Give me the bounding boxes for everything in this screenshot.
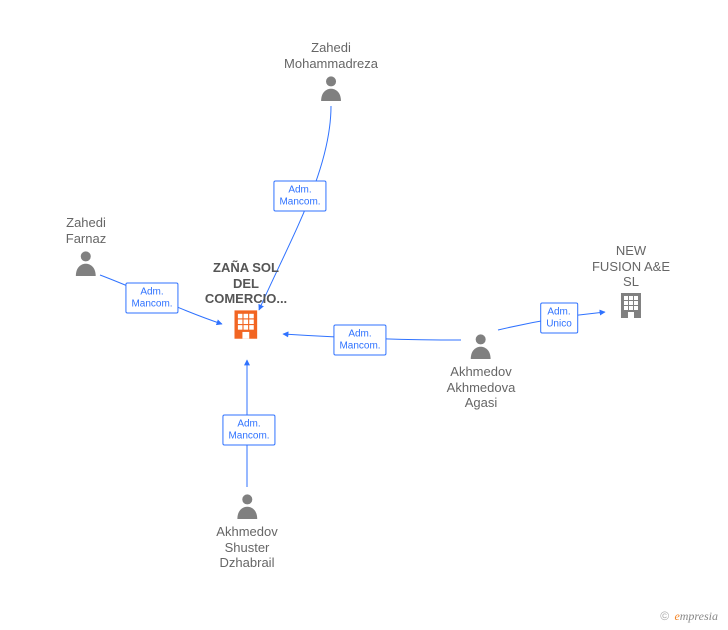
person-icon (447, 329, 516, 364)
edge-label-2: Adm. Mancom. (333, 325, 386, 356)
node-label: NEW FUSION A&E SL (592, 243, 670, 290)
node-zahedi_m[interactable]: Zahedi Mohammadreza (284, 40, 378, 106)
node-label: Akhmedov Shuster Dzhabrail (216, 524, 277, 571)
node-label: ZAÑA SOL DEL COMERCIO... (205, 260, 287, 307)
person-icon (66, 246, 106, 281)
diagram-canvas: ZAÑA SOL DEL COMERCIO... Zahedi Mohammadr… (0, 0, 728, 630)
building-icon (616, 290, 646, 320)
person-icon (216, 489, 277, 524)
node-label: Zahedi Farnaz (66, 215, 106, 246)
copyright-symbol: © (660, 609, 669, 623)
edge-label-1: Adm. Mancom. (125, 283, 178, 314)
building-icon (229, 307, 263, 341)
person-icon (233, 491, 261, 519)
edge-label-3: Adm. Mancom. (222, 415, 275, 446)
node-akhmedov_s[interactable]: Akhmedov Shuster Dzhabrail (216, 489, 277, 571)
brand-rest: mpresia (680, 609, 718, 623)
node-new_fusion[interactable]: NEW FUSION A&E SL (592, 243, 670, 325)
node-label: Akhmedov Akhmedova Agasi (447, 364, 516, 411)
node-akhmedov_a[interactable]: Akhmedov Akhmedova Agasi (447, 329, 516, 411)
node-zahedi_f[interactable]: Zahedi Farnaz (66, 215, 106, 281)
edge-label-0: Adm. Mancom. (273, 181, 326, 212)
person-icon (317, 73, 345, 101)
person-icon (72, 248, 100, 276)
edge-label-4: Adm. Unico (540, 303, 578, 334)
person-icon (284, 71, 378, 106)
person-icon (467, 331, 495, 359)
node-label: Zahedi Mohammadreza (284, 40, 378, 71)
building-icon (205, 307, 287, 346)
node-center[interactable]: ZAÑA SOL DEL COMERCIO... (205, 260, 287, 346)
footer-copyright: © empresia (660, 609, 718, 624)
building-icon (592, 290, 670, 325)
